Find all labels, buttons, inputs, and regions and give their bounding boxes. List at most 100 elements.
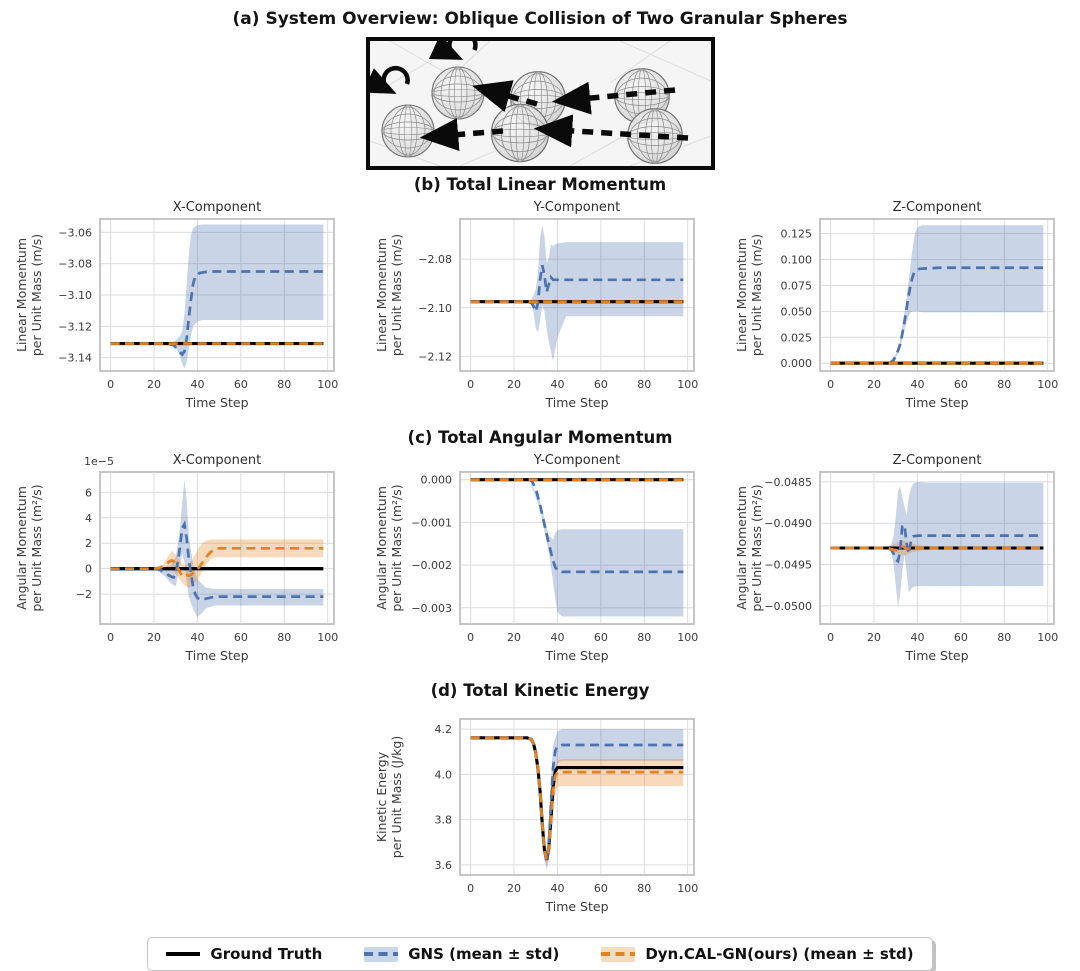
chart-angular-momentum-z: 0 20 40 60 80 100 −0.0500 −0.0495 −0.0490 −0.0485… [734, 453, 1058, 663]
grid [460, 719, 694, 875]
y-tick-label: 4.0 [435, 768, 453, 781]
y-tick-label: −0.0495 [764, 559, 812, 572]
x-tick-label: 80 [637, 882, 651, 895]
legend-item-ours: Dyn.CAL-GN(ours) (mean ± std) [601, 945, 914, 963]
grid [100, 219, 334, 371]
grid [460, 472, 694, 624]
y-tick-label: −0.002 [411, 559, 452, 572]
line-Dyn.CAL-GN(ours) (mean ± std) [470, 736, 684, 860]
y-axis-label: per Unit Mass (m²/s) [749, 484, 764, 611]
y-tick-label: 3.8 [435, 814, 453, 827]
y-axis-label: Angular Momentum [374, 486, 389, 610]
y-axis-label: Linear Momentum [734, 238, 749, 352]
panel-d-title: (d) Total Kinetic Energy [430, 681, 650, 700]
axis-offset-text: 1e−5 [84, 455, 114, 468]
x-tick-label: 0 [467, 378, 474, 391]
y-axis-label: per Unit Mass (m/s) [29, 234, 44, 356]
line-GNS (mean ± std) [830, 522, 1044, 564]
chart-kinetic-energy: 0 20 40 60 80 100 3.6 3.8 4.0 4.2 Time Step Kinetic… [374, 718, 698, 914]
y-tick-label: 0.000 [421, 474, 453, 487]
y-axis-label: Linear Momentum [14, 238, 29, 352]
x-tick-label: 60 [594, 631, 608, 644]
line-GNS (mean ± std) [830, 266, 1044, 365]
line-GNS (mean ± std) [110, 270, 324, 357]
subplot-title: Z-Component [893, 453, 982, 468]
subplot-title: Y-Component [533, 200, 621, 215]
x-tick-label: 20 [147, 631, 161, 644]
y-tick-label: 4 [85, 512, 92, 525]
y-tick-label: 0.025 [781, 331, 813, 344]
legend: Ground Truth GNS (mean ± std) Dyn.CAL-GN… [147, 937, 933, 971]
y-tick-label: −0.0500 [764, 600, 812, 613]
band-GNS (mean ± std) [889, 225, 1044, 364]
y-axis-label: Angular Momentum [734, 486, 749, 610]
sphere-bottom-left [380, 104, 435, 158]
kinetic-energy-row: 0 20 40 60 80 100 3.6 3.8 4.0 4.2 Time Step Kinetic… [0, 703, 1080, 927]
line-Dyn.CAL-GN(ours) (mean ± std) [110, 546, 324, 579]
chart-angular-momentum-y: 0 20 40 60 80 100 −0.003 −0.002 −0.001 0.000 Y-Com… [374, 453, 698, 663]
y-tick-label: 0 [85, 563, 92, 576]
x-axis-label: Time Step [544, 395, 608, 410]
x-tick-label: 40 [550, 378, 564, 391]
x-axis-label: Time Step [544, 648, 608, 663]
y-tick-label: 0.125 [781, 228, 813, 241]
line-GNS (mean ± std) [110, 520, 324, 602]
panel-c-title: (c) Total Angular Momentum [407, 428, 673, 447]
line-Dyn.CAL-GN(ours) (mean ± std) [830, 544, 1044, 552]
plot-frame [459, 718, 695, 876]
x-tick-label: 60 [594, 882, 608, 895]
y-axis-label: Angular Momentum [14, 486, 29, 610]
x-tick-label: 80 [277, 631, 291, 644]
ground-truth-swatch [166, 947, 201, 962]
legend-row: Ground Truth GNS (mean ± std) Dyn.CAL-GN… [0, 937, 1080, 971]
chart-linear-momentum-x: 0 20 40 60 80 100 −3.14 −3.12 −3.10 −3.08 −3.06 X-C… [14, 200, 338, 410]
subplot-title: Z-Component [893, 200, 982, 215]
x-tick-label: 40 [550, 882, 564, 895]
panel-b-title: (b) Total Linear Momentum [413, 175, 667, 194]
collision-illustration [361, 29, 711, 167]
y-tick-label: −3.06 [58, 226, 92, 239]
chart-linear-momentum-z: 0 20 40 60 80 100 0.000 0.025 0.050 0.075 0.100 0.1… [734, 200, 1058, 410]
x-axis-label: Time Step [544, 899, 608, 914]
x-tick-label: 40 [190, 631, 204, 644]
y-tick-label: 0.050 [781, 305, 813, 318]
y-tick-label: 4.2 [435, 723, 453, 736]
x-tick-label: 20 [507, 378, 521, 391]
x-tick-label: 40 [190, 378, 204, 391]
trajectory-arrow-lower-left [419, 118, 503, 152]
y-tick-label: −2 [76, 588, 92, 601]
plot-frame [819, 218, 1055, 372]
x-axis-label: Time Step [184, 395, 248, 410]
y-tick-label: 0.100 [781, 253, 813, 266]
band-Dyn.CAL-GN(ours) (mean ± std) [154, 539, 324, 588]
x-tick-label: 20 [147, 378, 161, 391]
y-axis-label: per Unit Mass (m²/s) [389, 484, 404, 611]
panel-a-title: (a) System Overview: Oblique Collision o… [232, 9, 848, 29]
ours-swatch [601, 946, 636, 962]
grid [460, 219, 694, 371]
x-tick-label: 20 [507, 631, 521, 644]
x-tick-label: 80 [637, 631, 651, 644]
x-tick-label: 0 [107, 631, 114, 644]
x-tick-label: 20 [867, 631, 881, 644]
x-tick-label: 100 [317, 378, 338, 391]
y-tick-label: −3.12 [58, 320, 92, 333]
y-axis-label: per Unit Mass (J/kg) [389, 736, 404, 858]
legend-label-ground-truth: Ground Truth [210, 945, 323, 963]
collision-illustration-wrap [0, 29, 1080, 170]
x-tick-label: 100 [317, 631, 338, 644]
y-tick-label: −0.0490 [764, 517, 812, 530]
y-tick-label: −2.12 [418, 350, 452, 363]
x-tick-label: 0 [467, 631, 474, 644]
x-tick-label: 40 [910, 378, 924, 391]
y-axis-label: Linear Momentum [374, 238, 389, 352]
x-tick-label: 60 [954, 378, 968, 391]
sphere-right-bottom [626, 108, 683, 164]
chart-linear-momentum-y: 0 20 40 60 80 100 −2.12 −2.10 −2.08 Y-Component Ti… [374, 200, 698, 410]
plot-frame [99, 471, 335, 625]
x-axis-label: Time Step [904, 648, 968, 663]
linear-momentum-row: 0 20 40 60 80 100 −3.14 −3.12 −3.10 −3.08 −3.06 X-C… [0, 197, 1080, 423]
angular-momentum-row: 0 20 40 60 80 100 −2 0 2 4 6 X-Component 1e−5 Time St… [0, 450, 1080, 676]
band-GNS (mean ± std) [167, 224, 324, 369]
